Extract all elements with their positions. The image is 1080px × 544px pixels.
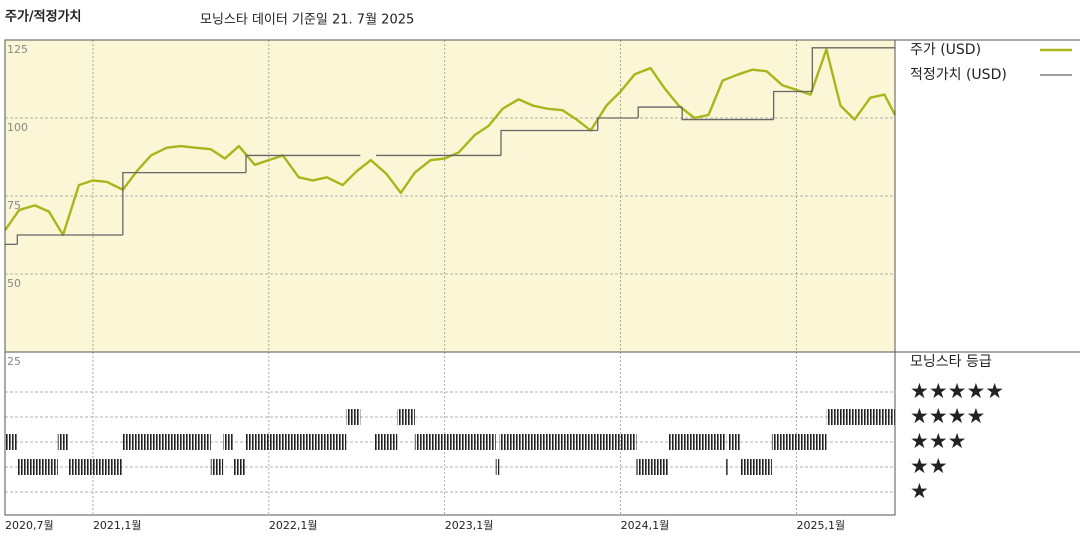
rating-label: ★★★ [910,429,966,453]
rating-bar [245,434,347,450]
x-tick-label: 2023,1월 [445,519,494,532]
fair-value-step [16,234,123,245]
rating-bar [740,459,772,475]
rating-bar [727,434,741,450]
rating-label: ★★★★★ [910,379,1004,403]
rating-bar [346,409,361,425]
y-tick-label: 75 [7,199,21,212]
rating-bar [414,434,496,450]
rating-label: ★ [910,479,929,503]
rating-bar [233,459,246,475]
plot-border [4,39,896,516]
x-tick-label: 2020,7월 [5,519,54,532]
rating-bar [17,459,58,475]
rating-bar [223,434,234,450]
chart-subtitle: 모닝스타 데이터 기준일 21. 7월 2025 [200,13,414,28]
rating-bar [771,434,827,450]
rating-bar [495,459,500,475]
x-tick-label: 2021,1월 [93,519,142,532]
fair-value-step [637,106,683,118]
rating-bar [68,459,123,475]
fair-value-step [597,117,639,131]
legend-label: 주가 (USD) [910,42,981,58]
rating-bar [499,434,637,450]
y-tick-label: 100 [7,121,28,134]
rating-title: 모닝스타 등급 [910,354,992,370]
fair-value-step [500,129,598,156]
rating-bar [668,434,727,450]
y-tick-label: 50 [7,277,21,290]
fair-value-step [772,90,813,120]
rating-bar [374,434,398,450]
rating-bar [826,409,895,425]
fair-value-step [122,171,246,235]
rating-bar [122,434,211,450]
x-tick-label: 2022,1월 [269,519,318,532]
rating-bar [5,434,18,450]
rating-label: ★★ [910,454,948,478]
rating-bar [210,459,224,475]
fair-value-step [681,107,774,121]
rating-bar [57,434,69,450]
y-tick-label: 125 [7,43,28,56]
x-tick-label: 2025,1월 [797,519,846,532]
x-tick-label: 2024,1월 [621,519,670,532]
fair-value-step [245,154,361,173]
rating-bar [726,459,728,475]
rating-bar [397,409,415,425]
rating-label: ★★★★ [910,404,985,428]
y-tick-label: 25 [7,355,21,368]
rating-bar [636,459,669,475]
fair-value-step [811,47,895,92]
chart-title: 주가/적정가치 [5,9,82,25]
legend-label: 적정가치 (USD) [910,67,1007,83]
